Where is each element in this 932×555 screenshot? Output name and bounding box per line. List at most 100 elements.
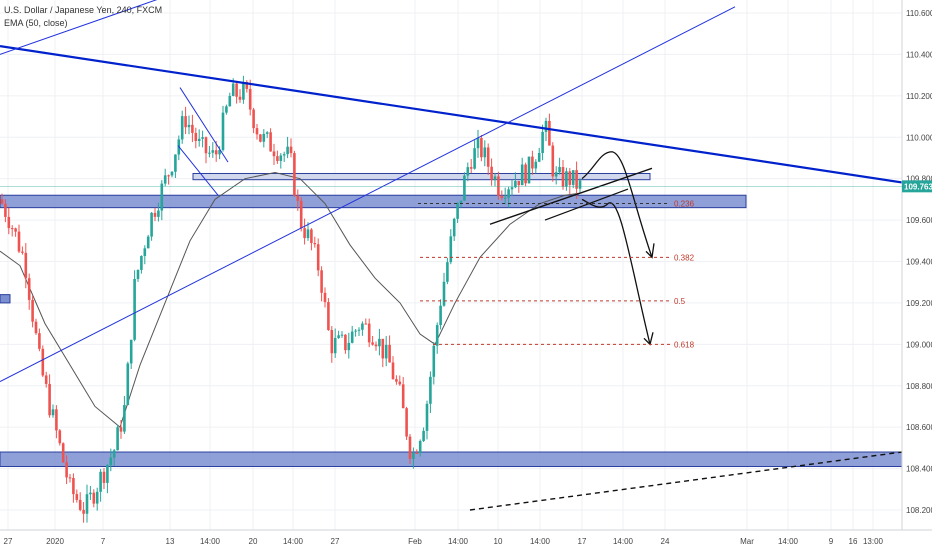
dashed-trendline [469,451,903,511]
candle-down [194,132,198,142]
candle-up [89,492,92,495]
candle-up [180,116,184,140]
candle-up [337,335,340,339]
candle-up [133,278,136,340]
upper-trendline [0,0,158,55]
candle-up [544,120,548,132]
candle-up [160,183,164,211]
candle-up [187,124,191,128]
candle-down [204,137,208,154]
candle-up [347,342,351,351]
candle-up [578,180,582,189]
candle-down [102,471,106,483]
candle-down [469,167,473,169]
candle-up [418,440,422,454]
time-tick-label: 27 [4,537,13,546]
price-tick-label: 110.400 [906,50,932,59]
price-tick-label: 108.200 [906,506,932,515]
price-tick-label: 108.600 [906,423,932,432]
candle-down [408,436,412,459]
candle-down [31,299,34,322]
candle-up [466,167,470,176]
time-tick-label: 9 [829,537,834,546]
fib-label: 0.236 [674,200,695,209]
candle-up [106,465,109,483]
candle-up [85,494,89,514]
candle-down [388,344,391,363]
time-tick-label: 14:00 [530,537,551,546]
time-tick-label: 17 [578,537,587,546]
candle-up [350,331,354,343]
candle-up [452,218,456,237]
price-tick-label: 109.400 [906,258,932,267]
candle-down [310,229,313,244]
price-tick-label: 108.800 [906,382,932,391]
chart-legend: U.S. Dollar / Japanese Yen, 240, FXCM EM… [4,4,162,30]
time-tick-label: 7 [101,537,106,546]
time-tick-label: 16 [849,537,858,546]
candle-up [534,161,538,169]
candle-down [296,195,300,201]
candle-down [191,124,194,133]
wedge-line-2 [544,188,629,221]
candle-down [167,175,170,177]
candle-up [228,95,232,107]
candle-up [503,197,507,199]
candle-down [500,195,504,198]
time-tick-label: Mar [740,537,754,546]
fib-label: 0.618 [674,340,695,349]
candle-down [486,147,490,167]
candle-down [235,83,238,97]
candle-down [480,138,483,158]
candle-down [255,128,259,135]
candle-up [208,152,211,154]
candle-down [58,430,62,444]
short-trendline-1 [179,87,229,163]
candle-up [136,269,140,279]
price-tick-label: 109.000 [906,340,932,349]
arrow-head-1 [645,243,655,259]
candle-up [493,176,497,180]
indicator-label: EMA (50, close) [4,18,68,28]
candle-up [109,457,113,466]
candle-down [21,251,24,253]
candle-down [61,443,65,463]
candle-down [395,379,398,382]
candle-up [95,491,99,504]
candle-down [272,151,276,157]
candle-up [170,171,174,176]
time-tick-label: 24 [661,537,670,546]
price-tick-label: 110.000 [906,133,932,142]
time-tick-label: 14:00 [200,537,221,546]
candle-down [398,381,402,385]
candle-up [510,187,514,190]
candle-down [38,333,41,349]
candle-up [174,154,177,172]
time-tick-label: 13:00 [863,537,884,546]
candle-up [476,138,480,149]
candle-down [75,494,79,500]
candle-up [378,338,381,347]
candle-up [527,156,531,184]
support-zone [0,194,747,209]
candle-down [78,499,82,510]
candle-up [262,133,266,142]
candle-down [330,329,334,354]
price-tick-label: 110.200 [906,92,932,101]
candle-up [157,210,160,217]
candle-up [51,409,55,416]
candle-up [456,202,459,219]
time-tick-label: Feb [408,537,422,546]
candle-down [214,150,218,155]
candle-up [429,376,432,404]
time-tick-label: 14:00 [613,537,634,546]
candle-down [48,383,51,416]
candle-down [320,270,323,293]
candle-down [238,96,242,100]
candle-down [92,492,96,504]
candle-down [517,180,521,186]
candle-up [201,137,204,139]
support-resistance-zones [0,172,903,468]
